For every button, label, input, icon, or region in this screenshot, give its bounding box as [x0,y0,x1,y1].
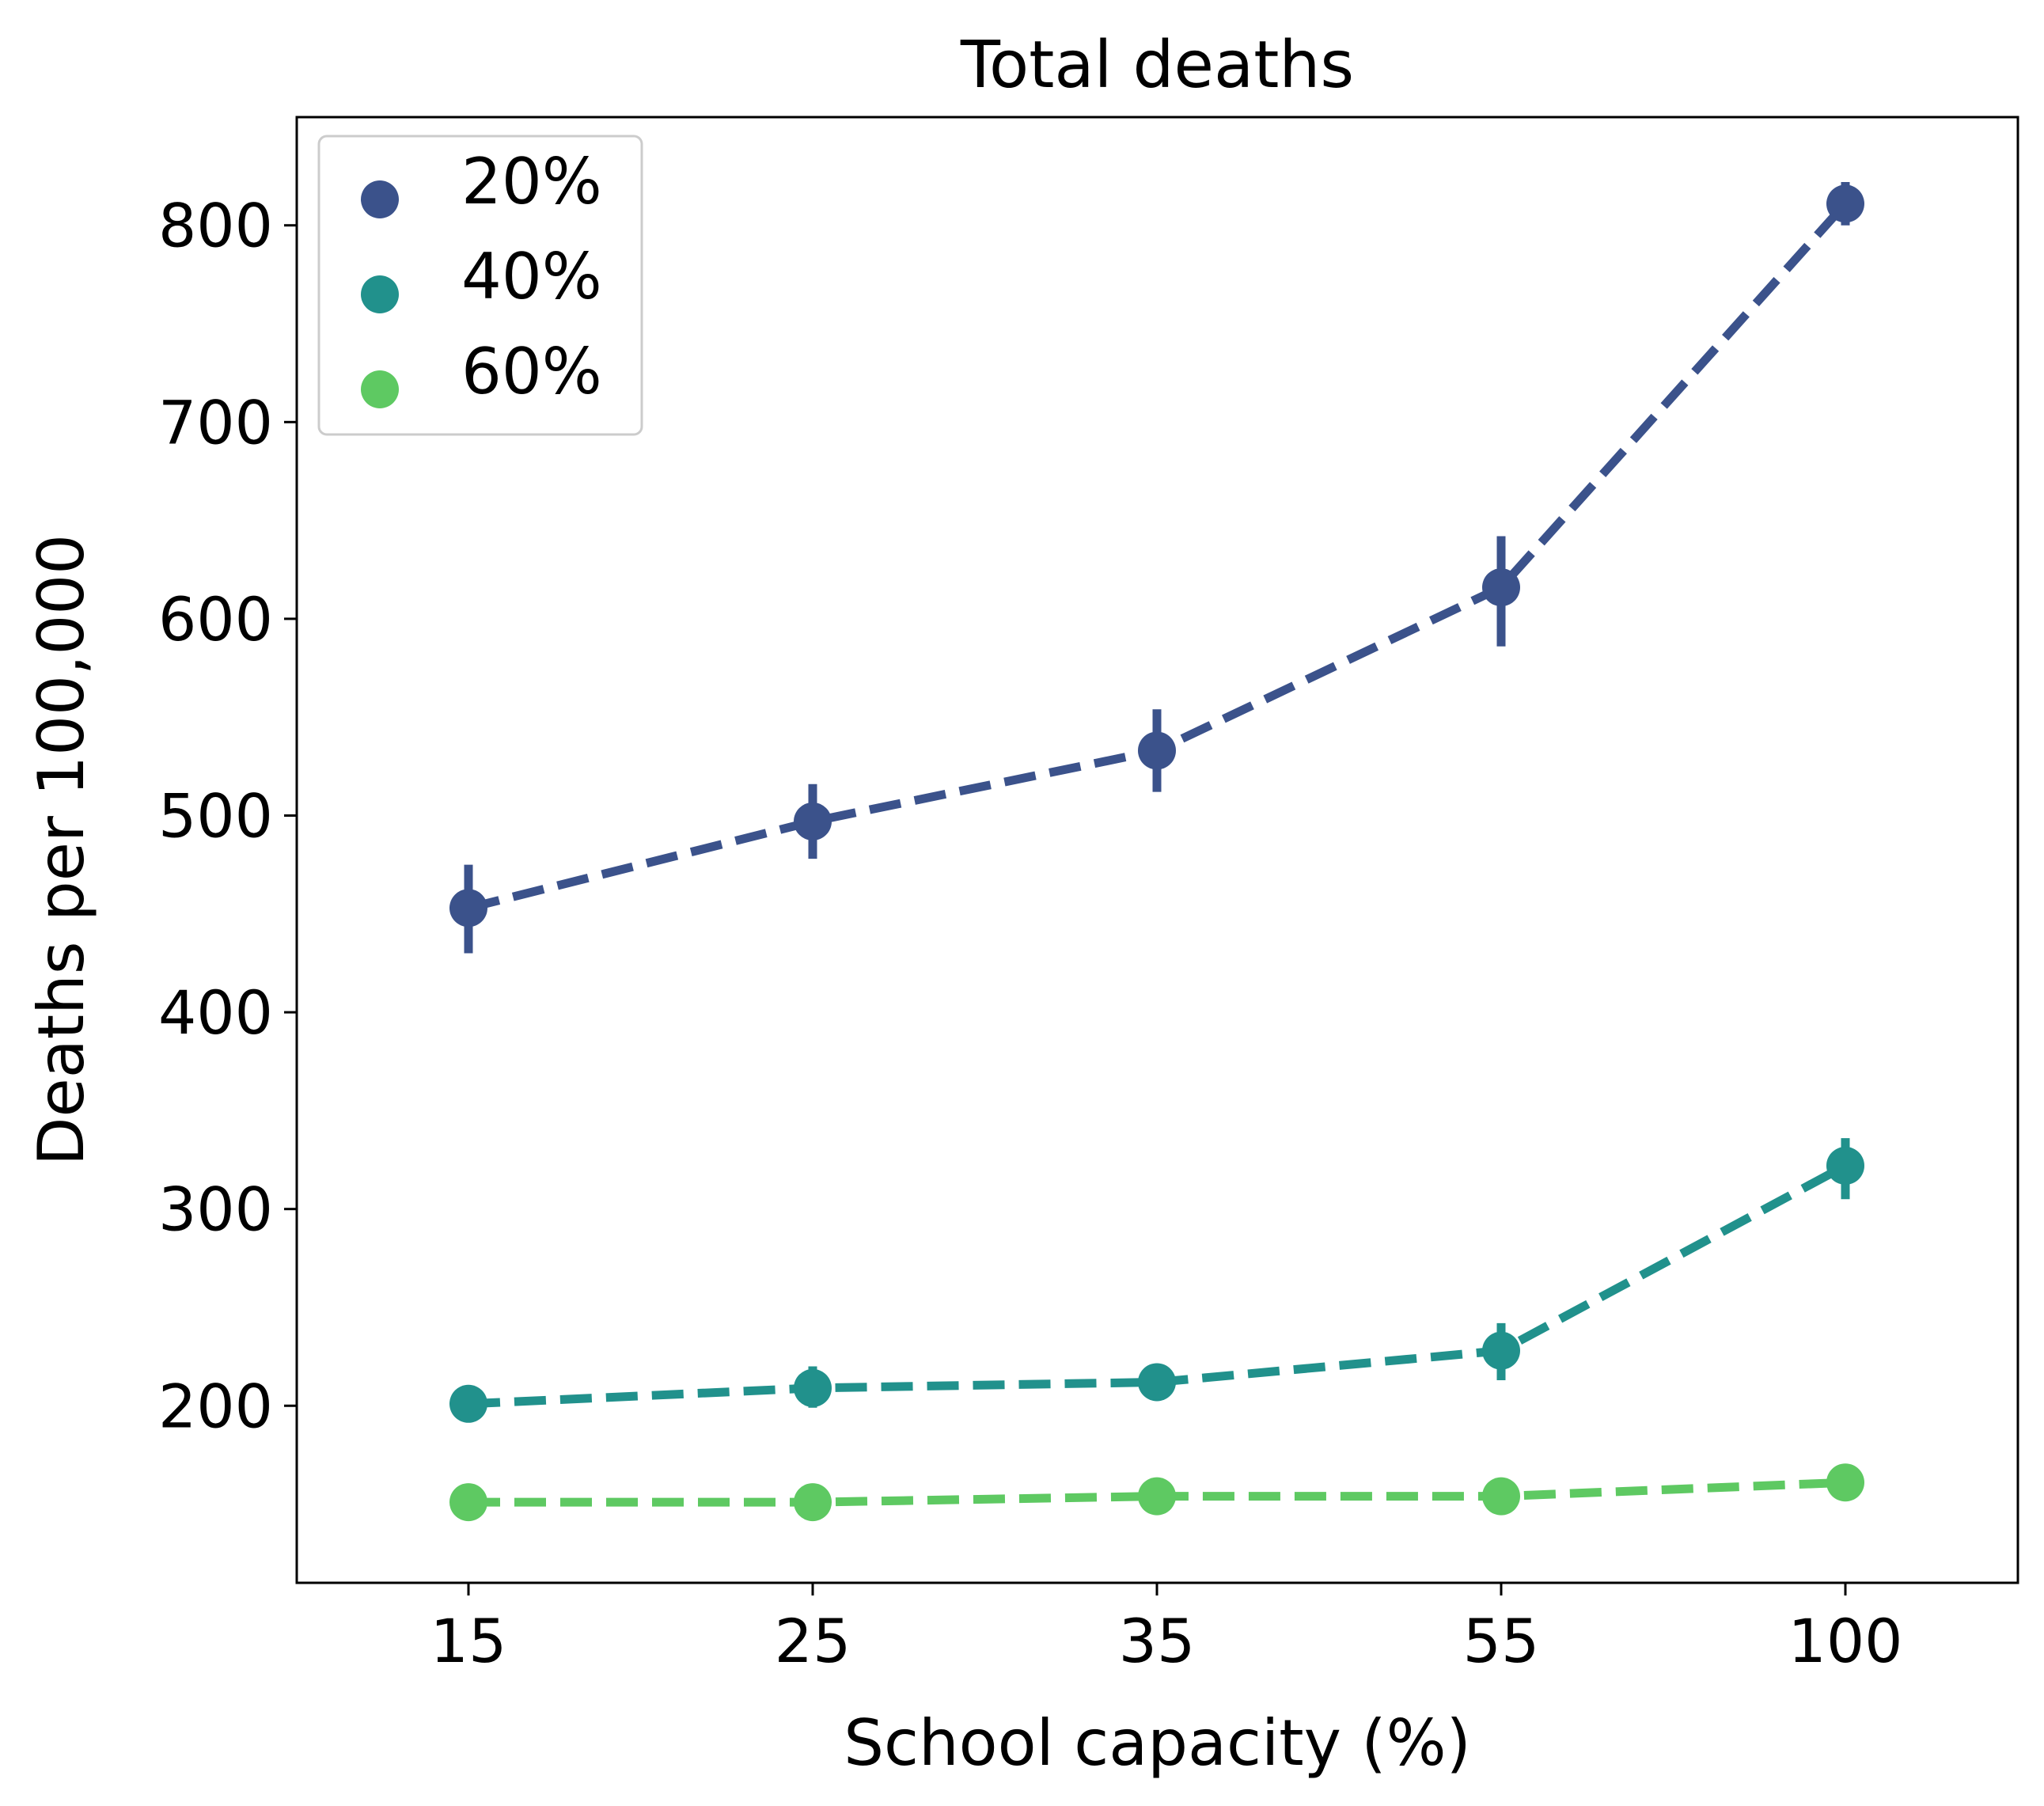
legend-label: 60% [461,335,602,408]
legend-marker [361,275,399,313]
chart-title: Total deaths [960,28,1354,103]
y-tick-label: 400 [158,977,273,1048]
y-tick-label: 200 [158,1371,273,1441]
series-1 [449,182,1864,954]
data-point [1826,1146,1864,1185]
y-tick-label: 500 [158,780,273,851]
x-tick-label: 55 [1463,1606,1540,1676]
series-2 [449,1138,1864,1423]
y-tick-label: 600 [158,584,273,654]
y-axis-label: Deaths per 100,000 [25,534,98,1166]
legend: 20% 40% 60% [317,135,643,436]
x-tick-label: 100 [1788,1606,1902,1676]
data-point [449,1384,487,1423]
legend-box [317,135,643,436]
y-tick-label: 800 [158,191,273,261]
data-point [1138,731,1176,770]
x-tick-label: 25 [775,1606,851,1676]
data-point [794,802,832,840]
legend-label: 20% [461,145,602,218]
legend-label: 40% [461,240,602,313]
series-layer [449,182,1864,1522]
data-point [1138,1477,1176,1516]
y-tick-label: 300 [158,1174,273,1245]
legend-item: 20% [361,145,602,218]
legend-marker [361,370,399,408]
data-point [449,1483,487,1522]
data-point [1482,568,1520,607]
x-axis: 15 25 35 55 100 [430,1583,1903,1676]
data-point [1482,1477,1520,1516]
data-point [1482,1331,1520,1370]
data-point [1826,1463,1864,1502]
x-tick-label: 15 [430,1606,507,1676]
y-axis: 200 300 400 500 600 700 800 [158,191,297,1441]
data-point [794,1368,832,1407]
legend-marker [361,180,399,218]
legend-item: 40% [361,240,602,313]
data-point [794,1483,832,1522]
legend-item: 60% [361,335,602,408]
data-point [449,889,487,928]
data-point [1826,184,1864,223]
series-line [467,200,1849,912]
x-axis-label: School capacity (%) [844,1706,1471,1780]
series-3 [449,1463,1864,1522]
data-point [1138,1363,1176,1402]
x-tick-label: 35 [1119,1606,1196,1676]
y-tick-label: 700 [158,387,273,457]
